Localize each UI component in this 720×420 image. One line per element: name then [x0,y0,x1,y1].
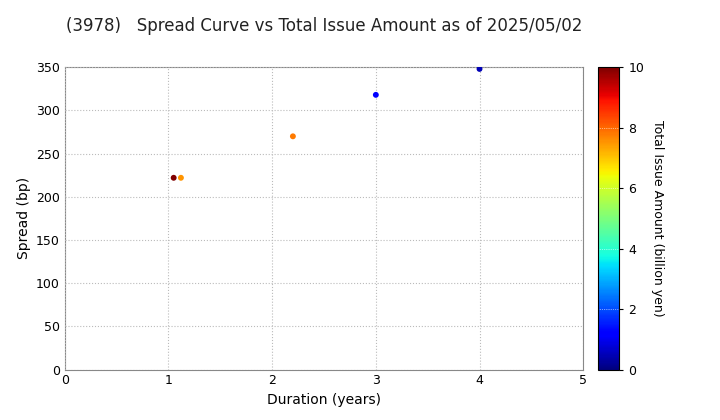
Point [168,174,179,181]
Point [474,66,485,72]
X-axis label: Duration (years): Duration (years) [267,393,381,407]
Text: (3978)   Spread Curve vs Total Issue Amount as of 2025/05/02: (3978) Spread Curve vs Total Issue Amoun… [66,17,582,35]
Point [175,174,186,181]
Y-axis label: Total Issue Amount (billion yen): Total Issue Amount (billion yen) [651,120,664,317]
Point [370,92,382,98]
Point [287,133,299,140]
Y-axis label: Spread (bp): Spread (bp) [17,177,30,260]
